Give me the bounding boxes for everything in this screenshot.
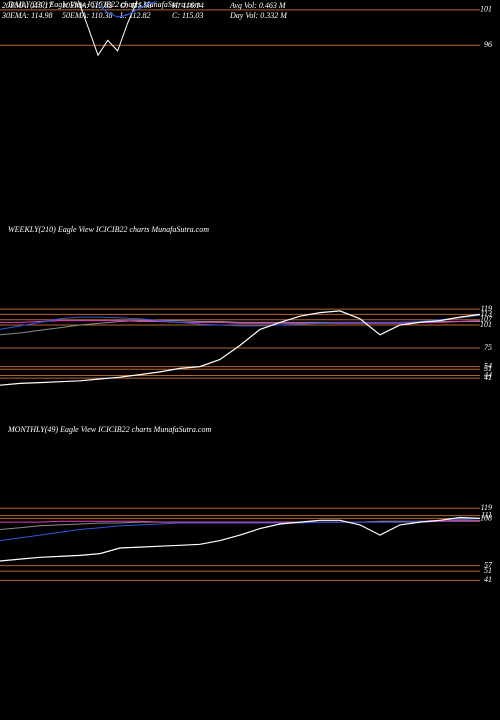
header-stat: Day Vol: 0.332 M <box>229 11 288 20</box>
price-label: 101 <box>480 320 492 329</box>
price-label: 107 <box>480 315 493 324</box>
price-label: 119 <box>481 304 492 313</box>
price-label: 44 <box>484 370 492 379</box>
price-line <box>0 310 481 386</box>
price-line <box>77 0 138 57</box>
price-label: 111 <box>481 510 492 519</box>
panel-title: WEEKLY(210) Eagle View ICICIB22 charts M… <box>8 225 209 234</box>
price-label: 41 <box>484 575 492 584</box>
price-label: 57 <box>484 560 493 569</box>
header-stat: 10EMA: 112.82 <box>62 1 113 10</box>
price-line <box>0 517 481 542</box>
price-line <box>0 516 481 562</box>
price-label: 96 <box>484 40 492 49</box>
header-stat: C: 115.03 <box>172 11 203 20</box>
price-label: 75 <box>484 343 492 352</box>
header-stat: L: 112.82 <box>119 11 151 20</box>
price-line <box>0 320 481 324</box>
price-label: 108 <box>480 513 492 522</box>
header-stat: 50EMA: 110.38 <box>62 11 113 20</box>
price-line <box>97 0 157 18</box>
price-label: 51 <box>484 364 492 373</box>
header-stat: 30EMA: 114.98 <box>1 11 53 20</box>
panel-title: MONTHLY(49) Eagle View ICICIB22 charts M… <box>7 425 211 434</box>
header-stat: Avg Vol: 0.463 M <box>229 1 287 10</box>
price-line <box>0 314 481 330</box>
header-stat: O: 115.03 <box>120 1 152 10</box>
price-label: 51 <box>484 566 492 575</box>
price-label: 54 <box>484 361 492 370</box>
price-label: 101 <box>480 5 492 14</box>
price-label: 41 <box>484 373 492 382</box>
price-label: 119 <box>481 503 492 512</box>
header-stat: H: 116.14 <box>171 1 204 10</box>
price-label: 113 <box>481 309 492 318</box>
panel-title: DAILY(230) Eagle View ICICIB22 charts Mu… <box>7 0 201 9</box>
header-stat: 20EMA: 115.17 <box>2 1 54 10</box>
